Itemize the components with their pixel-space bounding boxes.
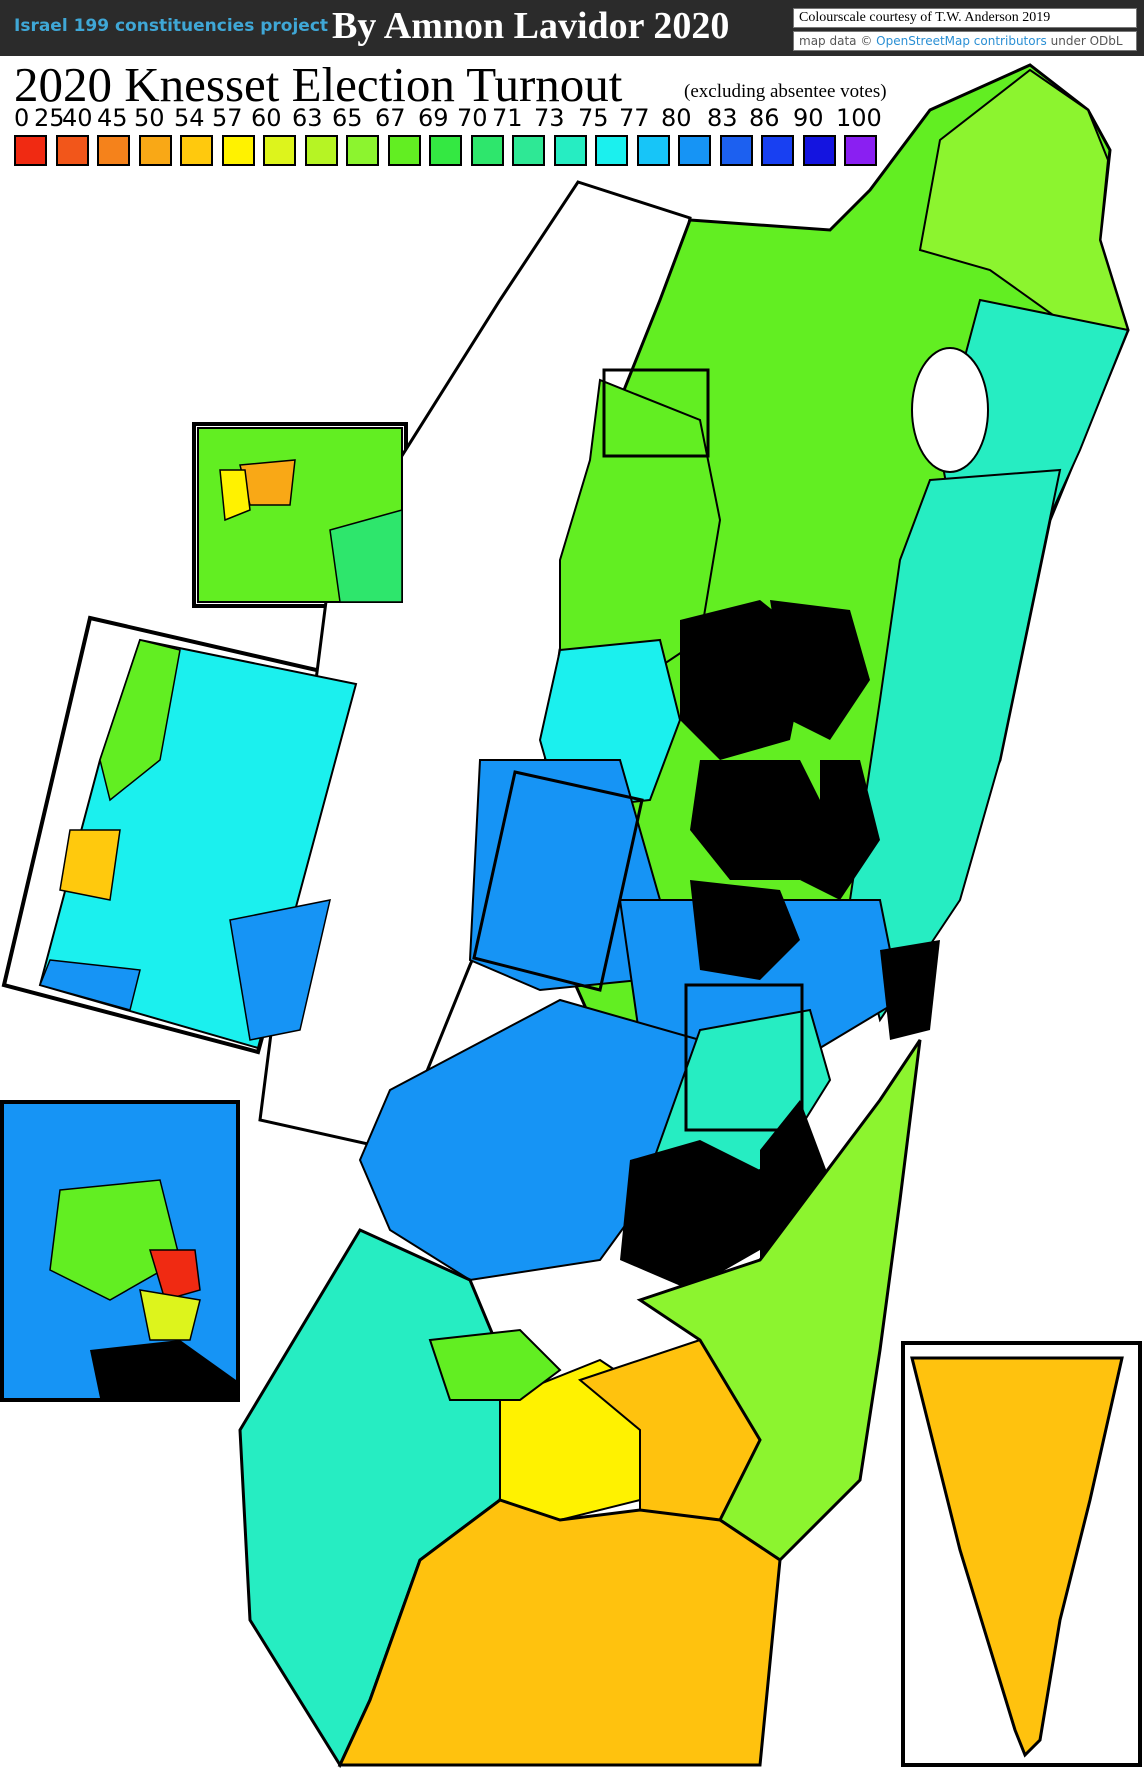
legend-swatch	[719, 135, 753, 166]
legend-swatch	[387, 135, 421, 166]
map-data-credit: map data © OpenStreetMap contributors un…	[793, 31, 1137, 51]
ta-inset-yellow	[59, 829, 121, 901]
legend-swatch	[221, 135, 255, 166]
legend-swatch	[346, 135, 379, 166]
legend-label: 86	[749, 104, 780, 132]
legend-label: 25	[34, 104, 65, 132]
legend-label: 50	[134, 104, 165, 132]
region-gaza-border-green	[428, 1328, 562, 1401]
legend-swatch	[263, 135, 296, 166]
map-credit-prefix: map data ©	[799, 34, 873, 48]
legend-label: 67	[375, 104, 406, 132]
legend-swatch	[678, 135, 711, 166]
legend-label: 60	[251, 104, 282, 132]
map-title: 2020 Knesset Election Turnout	[14, 57, 623, 112]
legend-label: 70	[457, 104, 488, 132]
ta-inset-west	[99, 639, 181, 802]
haifa-inset-teal	[329, 509, 403, 603]
map-subtitle: (excluding absentee votes)	[684, 81, 887, 102]
legend-swatch	[844, 135, 877, 166]
legend-swatch	[180, 135, 213, 166]
legend-swatch	[138, 135, 172, 166]
legend-label: 90	[793, 104, 824, 132]
legend-swatch	[14, 135, 47, 166]
eilat-region	[910, 1356, 1124, 1758]
legend-label: 54	[174, 104, 205, 132]
legend-label: 40	[62, 104, 93, 132]
legend-swatch	[97, 135, 130, 166]
westbank-patch-2	[770, 600, 870, 740]
legend-swatch	[636, 135, 670, 166]
jer-inset-black	[90, 1340, 236, 1398]
legend-label: 100	[836, 104, 882, 132]
region-shephelah	[358, 998, 702, 1282]
jer-inset-red	[148, 1249, 201, 1301]
colourscale-credit: Colourscale courtesy of T.W. Anderson 20…	[793, 8, 1137, 28]
region-dead-sea-east	[636, 1039, 922, 1562]
region-negev	[337, 1498, 782, 1767]
legend-label: 77	[619, 104, 650, 132]
osm-link[interactable]: OpenStreetMap contributors	[876, 34, 1047, 48]
westbank-patch-4	[800, 760, 880, 900]
legend-label: 83	[707, 104, 738, 132]
legend-label: 71	[492, 104, 523, 132]
map-credit-suffix: under ODbL	[1050, 34, 1123, 48]
ta-inset-blue	[229, 899, 331, 1041]
westbank-patch-6	[620, 1140, 760, 1290]
legend-swatch	[512, 135, 545, 166]
region-golan	[918, 68, 1130, 332]
legend-swatch	[761, 135, 794, 166]
westbank-patch-3	[690, 760, 830, 880]
legend-swatch	[304, 135, 338, 166]
haifa-zoom-box	[602, 368, 710, 458]
legend-swatch	[553, 135, 587, 166]
legend-swatch	[55, 135, 89, 166]
legend-label: 65	[332, 104, 363, 132]
legend-label: 0	[14, 104, 30, 132]
legend-label: 45	[97, 104, 128, 132]
westbank-patch-8	[880, 940, 940, 1040]
westbank-patch-5	[690, 880, 800, 980]
ta-inset-blue2	[38, 959, 141, 1011]
legend-label: 69	[418, 104, 449, 132]
legend-swatch	[802, 135, 836, 166]
legend-label: 80	[661, 104, 692, 132]
legend-label: 57	[212, 104, 243, 132]
author-title: By Amnon Lavidor 2020	[332, 5, 730, 47]
legend-swatch	[595, 135, 628, 166]
legend-label: 73	[534, 104, 565, 132]
legend-label: 75	[578, 104, 609, 132]
legend-swatch	[429, 135, 462, 166]
project-label: Israel 199 constituencies project	[14, 16, 329, 36]
legend-swatch	[470, 135, 504, 166]
tel-aviv-zoom-box	[472, 770, 644, 992]
jer-inset-green	[49, 1179, 181, 1301]
sea-of-galilee	[911, 347, 989, 473]
jerusalem-zoom-box	[684, 983, 804, 1132]
haifa-inset-yellow	[219, 469, 251, 522]
header-bar: Israel 199 constituencies project By Amn…	[0, 0, 1144, 56]
jer-inset-yellow	[139, 1289, 201, 1341]
legend-label: 63	[292, 104, 323, 132]
